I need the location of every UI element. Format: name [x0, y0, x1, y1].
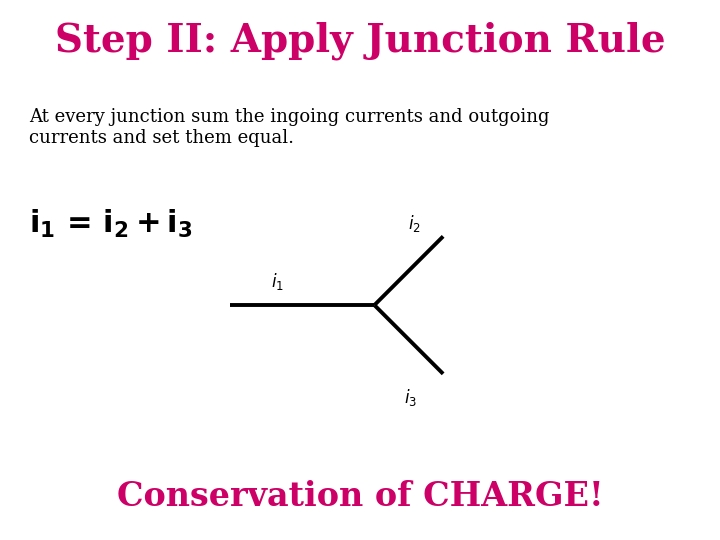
- Text: Conservation of CHARGE!: Conservation of CHARGE!: [117, 480, 603, 513]
- Text: $i_3$: $i_3$: [404, 387, 417, 408]
- Text: $i_1$: $i_1$: [271, 271, 284, 292]
- Text: $\mathbf{i_1\, =\, i_2 + i_3}$: $\mathbf{i_1\, =\, i_2 + i_3}$: [29, 208, 192, 240]
- Text: Step II: Apply Junction Rule: Step II: Apply Junction Rule: [55, 22, 665, 60]
- Text: At every junction sum the ingoing currents and outgoing
currents and set them eq: At every junction sum the ingoing curren…: [29, 108, 549, 147]
- Text: $i_2$: $i_2$: [408, 213, 420, 234]
